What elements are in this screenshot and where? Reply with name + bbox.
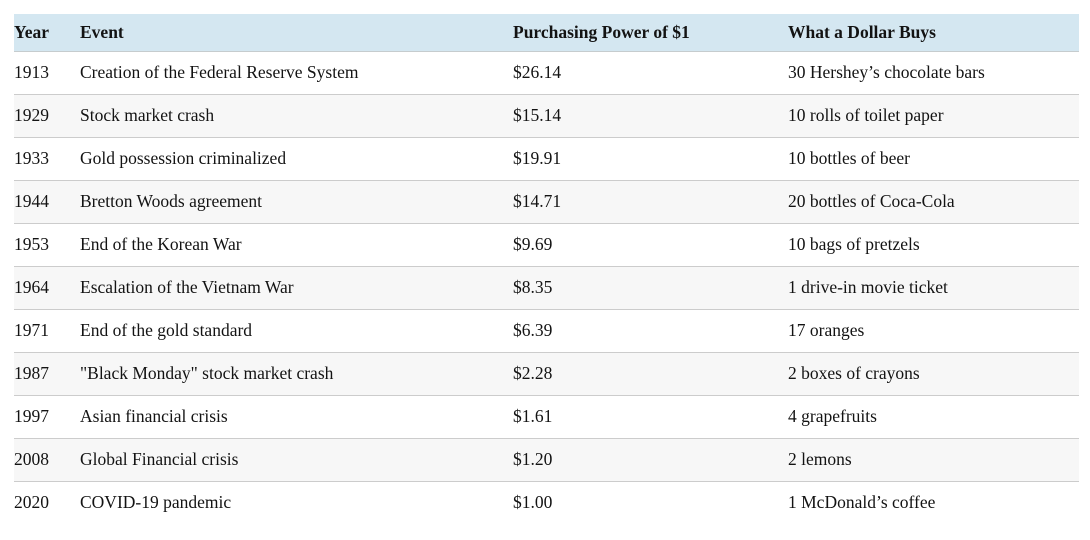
table-row: 1987 "Black Monday" stock market crash $2.… <box>14 351 1079 395</box>
column-header-event: Event <box>80 14 513 52</box>
header-row: Year Event Purchasing Power of $1 What a… <box>14 14 1079 52</box>
cell-year: 2008 <box>14 437 80 481</box>
cell-buys: 2 lemons <box>788 437 1079 481</box>
column-header-purchasing-power: Purchasing Power of $1 <box>513 14 788 52</box>
cell-power: $26.14 <box>513 62 562 82</box>
table-body: 1913 Creation of the Federal Reserve Syst… <box>14 51 1079 524</box>
cell-year: 1913 <box>14 62 49 82</box>
cell-buys: 10 bottles of beer <box>788 136 1079 180</box>
cell-event: Creation of the Federal Reserve System <box>80 62 359 82</box>
cell-event: End of the Korean War <box>80 222 513 266</box>
cell-power: $15.14 <box>513 93 788 137</box>
cell-event: Asian financial crisis <box>80 394 513 438</box>
table-row: 1964 Escalation of the Vietnam War $8.35 1 … <box>14 265 1079 309</box>
cell-year: 1933 <box>14 136 80 180</box>
cell-power: $6.39 <box>513 308 788 352</box>
cell-power: $1.20 <box>513 437 788 481</box>
cell-power: $2.28 <box>513 351 788 395</box>
cell-event: Global Financial crisis <box>80 437 513 481</box>
cell-year: 1929 <box>14 93 80 137</box>
table-row: 1913 Creation of the Federal Reserve Syst… <box>14 51 1079 94</box>
cell-event: "Black Monday" stock market crash <box>80 351 513 395</box>
cell-power: $1.61 <box>513 394 788 438</box>
cell-event: COVID-19 pandemic <box>80 480 513 524</box>
cell-power: $14.71 <box>513 179 788 223</box>
column-header-what-a-dollar-buys: What a Dollar Buys <box>788 14 1079 52</box>
cell-buys: 1 McDonald’s coffee <box>788 480 1079 524</box>
cell-buys: 10 bags of pretzels <box>788 222 1079 266</box>
cell-power: $19.91 <box>513 136 788 180</box>
cell-buys: 2 boxes of crayons <box>788 351 1079 395</box>
cell-event: End of the gold standard <box>80 308 513 352</box>
table-row: 1971 End of the gold standard $6.39 17 oran… <box>14 308 1079 352</box>
cell-year: 1944 <box>14 179 80 223</box>
table-row: 1933 Gold possession criminalized $19.91 10… <box>14 136 1079 180</box>
cell-power: $9.69 <box>513 222 788 266</box>
cell-buys: 1 drive-in movie ticket <box>788 265 1079 309</box>
cell-year: 1971 <box>14 308 80 352</box>
cell-event: Gold possession criminalized <box>80 136 513 180</box>
table-row: 1929 Stock market crash $15.14 10 rolls of … <box>14 93 1079 137</box>
cell-event: Bretton Woods agreement <box>80 179 513 223</box>
cell-buys: 30 Hershey’s chocolate bars <box>788 62 985 82</box>
cell-year: 1997 <box>14 394 80 438</box>
cell-event: Stock market crash <box>80 93 513 137</box>
cell-year: 1953 <box>14 222 80 266</box>
cell-buys: 17 oranges <box>788 308 1079 352</box>
table-row: 2020 COVID-19 pandemic $1.00 1 McDonald’s c… <box>14 480 1079 524</box>
table-row: 2008 Global Financial crisis $1.20 2 lemons <box>14 437 1079 481</box>
cell-event: Escalation of the Vietnam War <box>80 265 513 309</box>
purchasing-power-table: Year Event Purchasing Power of $1 What a… <box>14 14 1079 524</box>
cell-buys: 4 grapefruits <box>788 394 1079 438</box>
cell-power: $1.00 <box>513 480 788 524</box>
table-row: 1944 Bretton Woods agreement $14.71 20 bott… <box>14 179 1079 223</box>
cell-buys: 20 bottles of Coca-Cola <box>788 179 1079 223</box>
cell-year: 1987 <box>14 351 80 395</box>
cell-year: 2020 <box>14 480 80 524</box>
table-row: 1997 Asian financial crisis $1.61 4 grapefr… <box>14 394 1079 438</box>
column-header-year: Year <box>14 14 80 52</box>
cell-power: $8.35 <box>513 265 788 309</box>
cell-buys: 10 rolls of toilet paper <box>788 93 1079 137</box>
cell-year: 1964 <box>14 265 80 309</box>
table-row: 1953 End of the Korean War $9.69 10 bags of… <box>14 222 1079 266</box>
